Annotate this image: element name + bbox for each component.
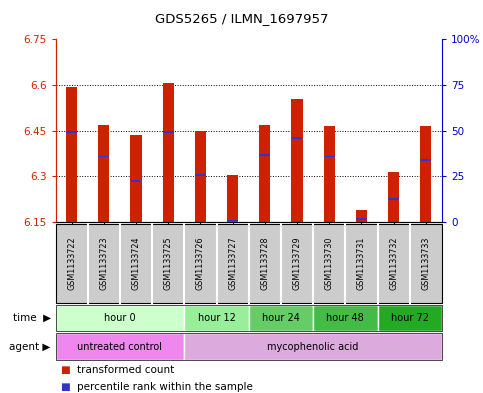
Text: GSM1133729: GSM1133729 [293, 237, 301, 290]
Text: hour 0: hour 0 [104, 313, 136, 323]
Bar [421, 159, 431, 160]
Bar [130, 135, 142, 222]
Bar [324, 126, 335, 222]
Bar [259, 125, 270, 222]
Bar [66, 131, 77, 133]
Text: GSM1133727: GSM1133727 [228, 237, 237, 290]
Text: GSM1133728: GSM1133728 [260, 237, 270, 290]
Text: hour 48: hour 48 [327, 313, 364, 323]
Text: agent ▶: agent ▶ [9, 342, 51, 352]
Text: GSM1133731: GSM1133731 [357, 237, 366, 290]
Bar [195, 131, 206, 222]
Text: time  ▶: time ▶ [13, 313, 51, 323]
Text: transformed count: transformed count [77, 365, 174, 375]
Text: untreated control: untreated control [77, 342, 162, 352]
Text: GSM1133725: GSM1133725 [164, 237, 173, 290]
Bar [163, 131, 173, 133]
Text: ■: ■ [60, 382, 70, 393]
Text: hour 24: hour 24 [262, 313, 300, 323]
Text: hour 72: hour 72 [391, 313, 429, 323]
Text: GSM1133724: GSM1133724 [131, 237, 141, 290]
Text: GSM1133732: GSM1133732 [389, 237, 398, 290]
Bar [99, 156, 109, 158]
Bar [227, 220, 238, 221]
Text: mycophenolic acid: mycophenolic acid [268, 342, 359, 352]
Text: ■: ■ [60, 365, 70, 375]
Bar [259, 154, 270, 156]
Text: percentile rank within the sample: percentile rank within the sample [77, 382, 253, 393]
Bar [292, 138, 302, 139]
Bar [324, 156, 335, 158]
Bar [98, 125, 110, 222]
Text: hour 12: hour 12 [198, 313, 236, 323]
Text: GSM1133723: GSM1133723 [99, 237, 108, 290]
Bar [388, 172, 399, 222]
Bar [195, 174, 206, 176]
Text: GSM1133733: GSM1133733 [421, 237, 430, 290]
Text: GDS5265 / ILMN_1697957: GDS5265 / ILMN_1697957 [155, 12, 328, 25]
Bar [388, 198, 399, 200]
Bar [163, 83, 174, 222]
Text: GSM1133726: GSM1133726 [196, 237, 205, 290]
Text: GSM1133730: GSM1133730 [325, 237, 334, 290]
Bar [420, 126, 431, 222]
Bar [291, 99, 303, 222]
Bar [66, 86, 77, 222]
Bar [131, 180, 142, 182]
Bar [356, 210, 367, 222]
Text: GSM1133722: GSM1133722 [67, 237, 76, 290]
Bar [356, 218, 367, 220]
Bar [227, 175, 238, 222]
